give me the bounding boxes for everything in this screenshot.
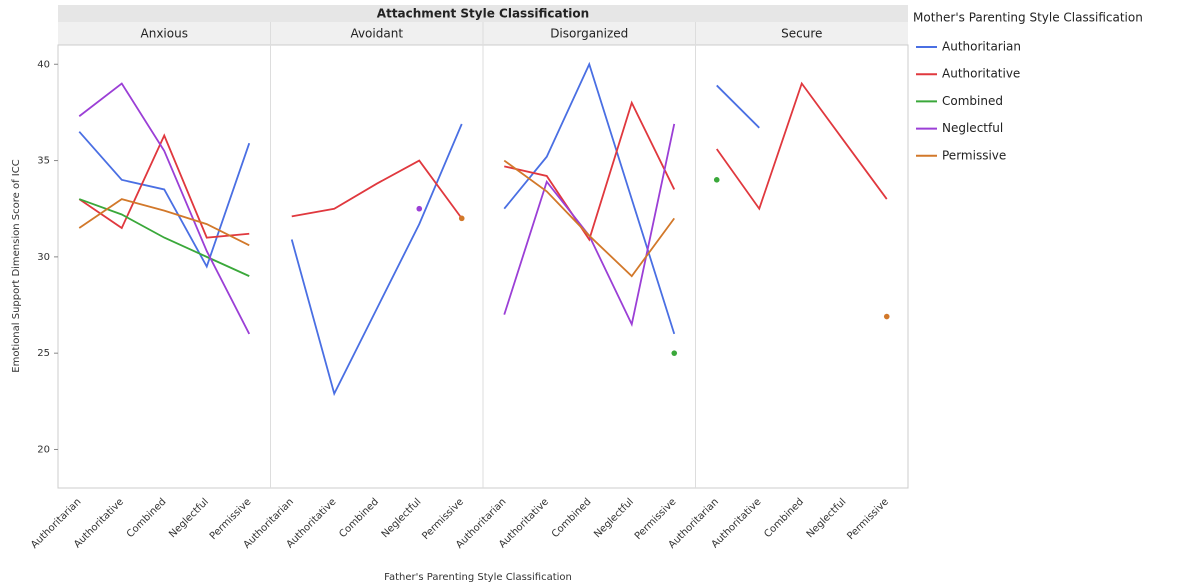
x-axis-label: Father's Parenting Style Classification — [384, 572, 572, 583]
facet-label: Avoidant — [350, 27, 403, 41]
x-tick-label: Neglectful — [592, 496, 636, 540]
y-tick-label: 20 — [37, 444, 50, 455]
facet-label: Anxious — [141, 27, 188, 41]
data-line — [504, 100, 676, 242]
data-line — [290, 123, 463, 397]
data-line — [716, 84, 760, 129]
legend-label: Combined — [942, 94, 1003, 108]
y-tick-label: 40 — [37, 59, 50, 70]
data-line — [503, 159, 675, 278]
x-tick-label: Permissive — [420, 496, 466, 542]
y-tick-label: 30 — [37, 252, 50, 263]
x-tick-label: Permissive — [845, 496, 891, 542]
y-axis-label: Emotional Support Dimension Score of ICC — [11, 159, 22, 372]
legend-label: Neglectful — [942, 121, 1003, 135]
x-tick-label: Combined — [337, 496, 381, 540]
facet-label: Disorganized — [550, 27, 628, 41]
x-tick-label: Combined — [125, 496, 169, 540]
x-tick-label: Neglectful — [167, 496, 211, 540]
legend-label: Authoritative — [942, 67, 1020, 81]
x-tick-label: Neglectful — [805, 496, 849, 540]
y-tick-label: 35 — [37, 156, 50, 167]
data-line — [716, 81, 888, 211]
x-tick-label: Neglectful — [380, 496, 424, 540]
x-tick-label: Combined — [762, 496, 806, 540]
data-line — [78, 133, 250, 239]
data-line — [503, 123, 676, 328]
data-point — [458, 215, 465, 222]
data-point — [883, 313, 890, 320]
legend-label: Authoritarian — [942, 40, 1021, 54]
data-line — [78, 131, 251, 269]
data-line — [78, 82, 251, 335]
legend-title: Mother's Parenting Style Classification — [913, 11, 1143, 25]
x-tick-label: Combined — [550, 496, 594, 540]
data-point — [671, 350, 678, 356]
chart-title: Attachment Style Classification — [377, 7, 589, 21]
data-line — [78, 198, 250, 247]
data-point — [416, 205, 423, 212]
data-line — [291, 159, 463, 219]
facet-label: Secure — [781, 27, 822, 41]
x-tick-label: Permissive — [633, 496, 679, 542]
legend-label: Permissive — [942, 148, 1006, 162]
y-tick-label: 25 — [37, 348, 50, 359]
data-point — [713, 177, 720, 183]
header-bar — [58, 5, 908, 22]
data-line — [503, 61, 676, 335]
x-tick-label: Permissive — [208, 496, 254, 542]
